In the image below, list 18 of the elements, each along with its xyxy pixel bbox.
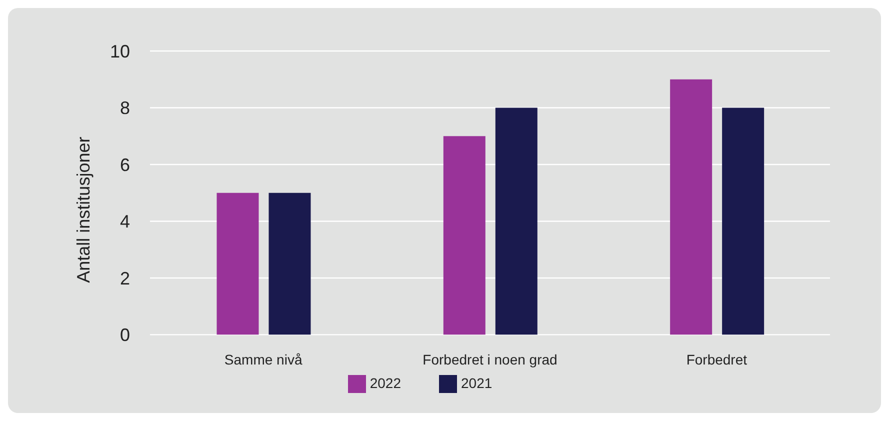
bar <box>268 192 311 335</box>
y-tick-label: 4 <box>120 212 130 232</box>
y-tick-label: 0 <box>120 325 130 346</box>
bar <box>216 192 259 335</box>
legend-label: 2022 <box>370 374 401 391</box>
bar <box>670 79 712 335</box>
y-tick-label: 10 <box>110 41 130 62</box>
y-tick-label: 2 <box>120 268 130 288</box>
x-tick-label: Samme nivå <box>224 352 302 368</box>
bar <box>495 108 538 335</box>
y-tick-label: 8 <box>120 98 130 118</box>
bar <box>722 108 764 335</box>
bar <box>443 136 486 335</box>
y-axis-title: Antall institusjoner <box>73 136 94 283</box>
x-tick-label: Forbedret i noen grad <box>422 352 558 368</box>
y-tick-label: 6 <box>120 154 130 175</box>
x-tick-label: Forbedret <box>686 352 748 368</box>
legend-label: 2021 <box>461 374 492 391</box>
